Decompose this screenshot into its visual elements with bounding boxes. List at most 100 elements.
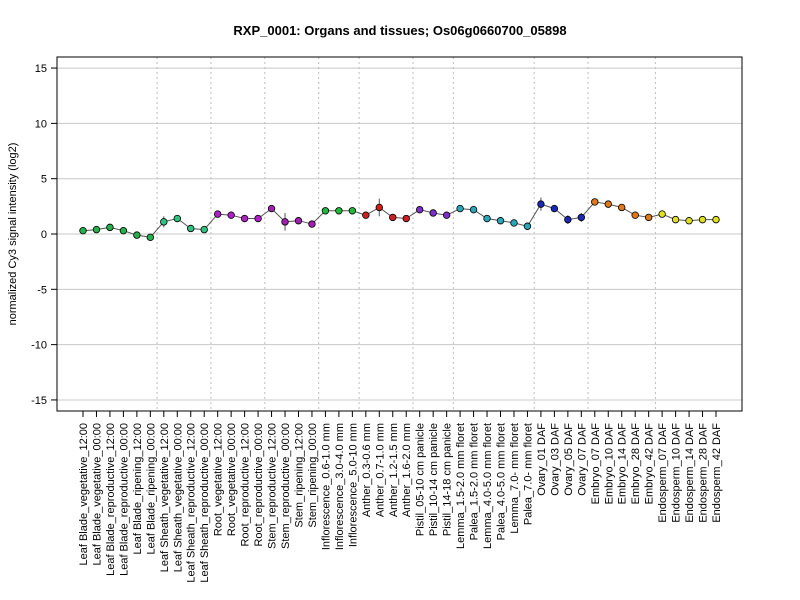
x-tick-label: Embryo_10 DAF: [603, 423, 615, 505]
x-tick-label: Anther_0.7-1.0 mm: [374, 423, 386, 517]
x-tick-label: Endosperm_10 DAF: [671, 423, 683, 523]
data-point: [240, 214, 249, 223]
grid-layer: [57, 67, 742, 401]
x-tick-label: Leaf Blade_vegetative_12:00: [78, 423, 90, 566]
data-point: [173, 214, 181, 223]
x-tick-label: Root_reproductive_12:00: [240, 423, 252, 547]
data-point: [119, 226, 128, 235]
data-point: [658, 210, 666, 218]
x-tick-label: Root_vegetative_00:00: [226, 423, 238, 536]
y-tick-label: 15: [35, 63, 47, 75]
data-point: [362, 211, 370, 219]
data-point: [335, 207, 343, 215]
data-point: [429, 209, 437, 217]
data-point: [160, 218, 168, 226]
data-point: [456, 204, 464, 213]
x-tick-label: Lemma_1.5-2.0 mm floret: [455, 423, 467, 549]
x-tick-label: Leaf Blade_reproductive_12:00: [105, 423, 117, 576]
data-point: [442, 211, 451, 219]
x-tick-label: Pistil_14-18 cm panicle: [442, 423, 454, 536]
data-point: [146, 233, 155, 242]
y-axis-label: normalized Cy3 signal intensity (log2): [7, 143, 19, 326]
x-tick-label: Stem_reproductive_00:00: [280, 423, 292, 549]
x-tick-label: Embryo_42 DAF: [644, 423, 656, 505]
x-tick-label: Leaf Blade_vegetative_00:00: [91, 423, 103, 566]
x-tick-label: Anther_0.3-0.6 mm: [361, 423, 373, 517]
data-point: [267, 204, 276, 213]
data-point: [416, 205, 424, 214]
x-tick-label: Root_vegetative_12:00: [213, 423, 225, 536]
data-point: [321, 207, 330, 215]
x-tick-label: Stem_ripening_12:00: [293, 423, 305, 528]
x-tick-label: Embryo_28 DAF: [630, 423, 642, 505]
x-tick-label: Pistil_10-14 cm panicle: [428, 423, 440, 536]
data-point: [187, 224, 195, 233]
x-axis: Leaf Blade_vegetative_12:00 Leaf Blade_ve…: [78, 410, 723, 583]
x-tick-label: Leaf Sheath_reproductive_12:00: [186, 423, 198, 583]
x-tick-label: Lemma_4.0-5.0 mm floret: [482, 423, 494, 549]
data-point: [671, 215, 680, 224]
data-point: [469, 205, 478, 214]
data-point: [631, 211, 639, 219]
y-tick-label: -15: [31, 395, 47, 407]
data-point: [510, 219, 518, 227]
x-tick-label: Palea_4.0-5.0 mm floret: [496, 423, 508, 540]
x-tick-label: Embryo_14 DAF: [617, 423, 629, 505]
data-point: [294, 217, 303, 225]
y-tick-label: 5: [41, 174, 47, 186]
x-tick-label: Inflorescence_0.6-1.0 mm: [320, 423, 332, 550]
data-point: [698, 215, 707, 224]
series: [79, 197, 720, 242]
data-point: [375, 203, 383, 212]
y-tick-label: 10: [35, 118, 47, 130]
group-separators: [156, 57, 656, 411]
x-tick-label: Leaf Sheath_vegetative_00:00: [172, 423, 184, 572]
data-point: [591, 198, 599, 206]
y-tick-label: -5: [37, 284, 47, 296]
data-point: [348, 207, 357, 215]
x-tick-label: Anther_1.2-1.5 mm: [388, 423, 400, 517]
data-point: [389, 213, 397, 222]
y-tick-label: -10: [31, 340, 47, 352]
data-point: [618, 203, 626, 212]
data-point: [308, 220, 316, 228]
data-point: [523, 222, 532, 230]
x-tick-label: Stem_ripening_00:00: [307, 423, 319, 528]
data-point: [79, 226, 87, 235]
x-tick-label: Root_reproductive_00:00: [253, 423, 265, 547]
data-point: [133, 231, 141, 239]
data-point: [402, 214, 410, 223]
x-tick-label: Ovary_03 DAF: [549, 423, 561, 496]
x-tick-label: Inflorescence_3.0-4.0 mm: [334, 423, 346, 550]
x-tick-label: Endosperm_14 DAF: [684, 423, 696, 523]
x-tick-label: Inflorescence_5.0-10 mm: [347, 423, 359, 547]
x-tick-label: Pistil_05-10 cm panicle: [415, 423, 427, 536]
data-point: [200, 225, 208, 234]
x-tick-label: Stem_reproductive_12:00: [267, 423, 279, 549]
data-point: [227, 211, 235, 219]
chart-title: RXP_0001: Organs and tissues; Os06g06607…: [233, 23, 566, 38]
x-tick-label: Leaf Blade_ripening_12:00: [132, 423, 144, 555]
x-tick-label: Leaf Sheath_vegetative_12:00: [159, 423, 171, 572]
data-point: [496, 217, 505, 225]
data-point: [644, 213, 653, 222]
data-point: [254, 214, 262, 223]
x-tick-label: Ovary_07 DAF: [576, 423, 588, 496]
x-tick-label: Anther_1.6-2.0 mm: [401, 423, 413, 517]
data-point: [564, 215, 572, 224]
x-tick-label: Embryo_07 DAF: [590, 423, 602, 505]
data-point: [604, 200, 612, 208]
data-point: [537, 200, 545, 208]
data-point: [685, 217, 693, 225]
data-point: [483, 214, 491, 223]
x-tick-label: Endosperm_42 DAF: [711, 423, 723, 523]
x-tick-label: Lemma_7.0- mm floret: [509, 423, 521, 534]
x-tick-label: Ovary_05 DAF: [563, 423, 575, 496]
x-tick-label: Ovary_01 DAF: [536, 423, 548, 496]
data-point: [106, 223, 114, 232]
data-point: [281, 218, 289, 226]
x-tick-label: Leaf Blade_ripening_00:00: [145, 423, 157, 555]
x-tick-label: Palea_7.0- mm floret: [522, 423, 534, 525]
x-tick-label: Endosperm_07 DAF: [657, 423, 669, 523]
